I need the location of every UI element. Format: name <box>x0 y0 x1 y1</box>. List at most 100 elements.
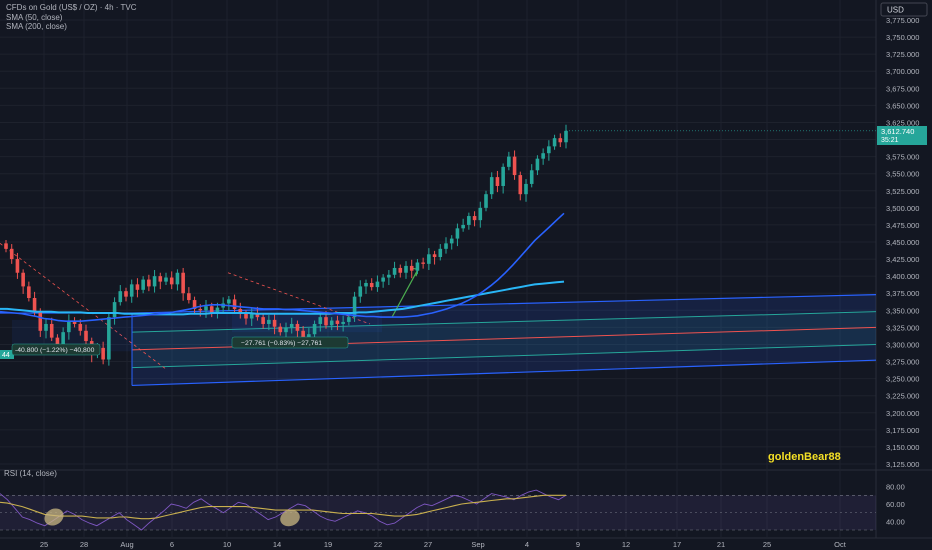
price-axis[interactable]: 3,125.000 3,150.000 3,175.000 3,200.000 3,22… <box>886 16 919 469</box>
candle-body <box>255 313 260 318</box>
candle-body <box>461 224 465 229</box>
rsi-ma-line <box>0 494 566 520</box>
price-tick-label: 3,500.000 <box>886 204 919 213</box>
candle-body <box>84 330 88 342</box>
candle-body <box>21 272 25 287</box>
price-tick-label: 3,125.000 <box>886 460 919 469</box>
time-tick-label: 4 <box>525 540 529 549</box>
candle-body <box>32 298 37 312</box>
candle-body <box>404 265 408 273</box>
price-tick-label: 3,300.000 <box>886 340 919 349</box>
candle-body <box>518 175 523 195</box>
currency-button-frame[interactable] <box>880 2 928 17</box>
time-tick-label: 21 <box>717 540 725 549</box>
time-tick-label: 19 <box>324 540 332 549</box>
time-tick-label: 28 <box>80 540 88 549</box>
candle-body <box>495 177 500 186</box>
candle-body <box>164 277 168 282</box>
time-tick-label: 6 <box>170 540 174 549</box>
candle-body <box>44 323 48 331</box>
rsi-tick-label: 60.00 <box>886 500 905 509</box>
candle-body <box>158 276 163 282</box>
candle-body <box>449 238 454 244</box>
rsi-tick-label: 80.00 <box>886 483 905 492</box>
measure-box-1[interactable] <box>11 343 101 356</box>
rsi-legend[interactable]: RSI (14, close) <box>4 469 57 478</box>
sma50-line <box>0 212 565 322</box>
candle-body <box>198 308 203 311</box>
candle-body <box>61 332 65 345</box>
dashed-trendline-2[interactable] <box>227 272 371 325</box>
candle-body <box>535 158 540 171</box>
rsi-highlight-oval-1[interactable] <box>41 505 66 529</box>
candle-body <box>169 277 174 285</box>
candle-body <box>15 259 20 273</box>
candle-body <box>284 327 288 333</box>
candle-body <box>204 306 208 311</box>
candle-body <box>129 284 134 297</box>
candle-body <box>501 166 505 186</box>
candle-body <box>135 284 140 290</box>
candle-body <box>192 300 197 309</box>
candle-body <box>558 138 563 143</box>
measure-label-1: -40.800 (−1.22%) −40,800 <box>15 347 95 354</box>
candle-body <box>541 153 545 159</box>
dashed-trendline-1[interactable] <box>0 243 166 369</box>
price-tick-label: 3,150.000 <box>886 443 919 452</box>
candle-body <box>375 281 380 288</box>
candle-body <box>415 262 420 271</box>
candle-body <box>301 330 305 338</box>
currency-button[interactable]: USD <box>887 6 904 15</box>
candle-body <box>272 319 277 327</box>
measure-area-2 <box>232 313 382 333</box>
candle-body <box>467 216 471 225</box>
candle-body <box>358 286 363 297</box>
price-tick-label: 3,225.000 <box>886 392 919 401</box>
chart-title: CFDs on Gold (US$ / OZ) · 4h · TVC <box>6 3 137 12</box>
sma200-line <box>0 280 565 316</box>
sma50-legend[interactable]: SMA (50, close) <box>6 13 63 22</box>
candle-body <box>27 286 31 299</box>
price-tick-label: 3,200.000 <box>886 409 919 418</box>
rsi-highlight-oval-2[interactable] <box>278 507 302 529</box>
candle-body <box>55 337 60 345</box>
candle-body <box>444 243 448 249</box>
time-axis[interactable]: 25 28 Aug 6 10 14 19 22 27 Sep 4 9 12 17 21 25 Oct <box>40 540 847 549</box>
measure-box-2[interactable] <box>231 336 349 349</box>
channel-lower-line[interactable] <box>131 359 877 387</box>
candle-body <box>387 274 391 278</box>
candle-body <box>547 146 551 154</box>
candle-body <box>524 183 528 195</box>
channel-mid-lower-line[interactable] <box>131 343 877 369</box>
channel-upper-line[interactable] <box>131 293 877 314</box>
price-tick-label: 3,375.000 <box>886 289 919 298</box>
candle-body <box>489 177 494 195</box>
candle-body <box>369 282 374 288</box>
candle-body <box>341 321 345 324</box>
candle-body <box>72 320 77 324</box>
rsi-pane[interactable]: 80.00 60.00 40.00 <box>0 483 905 531</box>
price-tick-label: 3,650.000 <box>886 101 919 110</box>
candle-body <box>295 323 300 331</box>
channel-inner-fill <box>132 311 876 368</box>
price-tick-label: 3,425.000 <box>886 255 919 264</box>
candle-body <box>392 267 397 275</box>
channel-mid-upper-line[interactable] <box>131 311 877 333</box>
price-tick-label: 3,400.000 <box>886 272 919 281</box>
sma200-legend[interactable]: SMA (200, close) <box>6 22 67 31</box>
price-tick-label: 3,725.000 <box>886 50 919 59</box>
candle-body <box>101 347 105 360</box>
candle-body <box>244 313 248 319</box>
candle-body <box>312 323 317 335</box>
price-tick-label: 3,275.000 <box>886 358 919 367</box>
candle-body <box>484 194 488 208</box>
candle-body <box>421 262 425 264</box>
price-tick-label: 3,250.000 <box>886 375 919 384</box>
candle-body <box>507 156 511 167</box>
candle-body <box>124 291 128 297</box>
candle-body <box>227 299 231 304</box>
sma-lines <box>0 130 876 322</box>
candle-body <box>398 267 403 273</box>
